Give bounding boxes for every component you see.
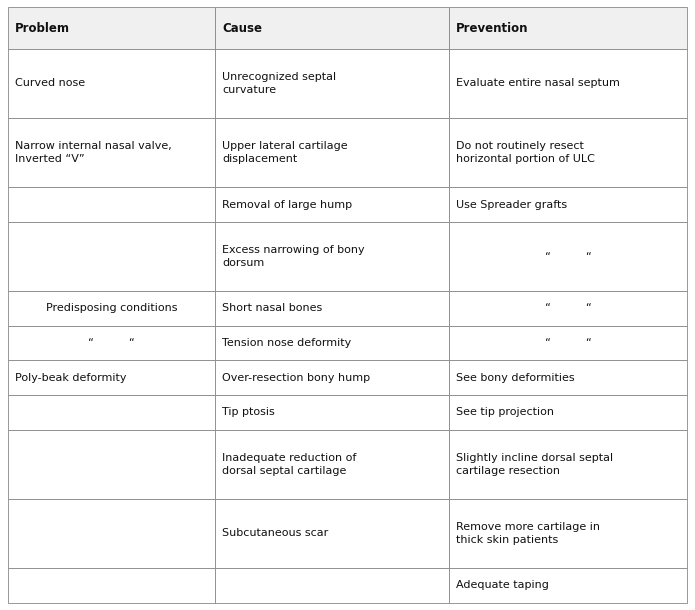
Text: See bony deformities: See bony deformities <box>456 373 575 382</box>
Text: “          “: “ “ <box>545 251 591 262</box>
Bar <box>8 326 215 361</box>
Text: Removal of large hump: Removal of large hump <box>222 199 352 210</box>
Bar <box>215 118 449 187</box>
Bar <box>8 7 215 49</box>
Text: Unrecognized septal
curvature: Unrecognized septal curvature <box>222 72 336 95</box>
Bar <box>8 291 215 326</box>
Bar <box>449 7 687 49</box>
Text: Poly-beak deformity: Poly-beak deformity <box>15 373 126 382</box>
Bar <box>8 49 215 118</box>
Bar <box>449 568 687 603</box>
Text: Evaluate entire nasal septum: Evaluate entire nasal septum <box>456 79 620 88</box>
Bar <box>215 499 449 568</box>
Text: Over-resection bony hump: Over-resection bony hump <box>222 373 370 382</box>
Bar <box>449 499 687 568</box>
Bar <box>449 326 687 361</box>
Bar <box>8 118 215 187</box>
Text: Tip ptosis: Tip ptosis <box>222 407 275 417</box>
Bar <box>215 222 449 291</box>
Bar <box>215 429 449 499</box>
Bar <box>449 291 687 326</box>
Bar <box>215 326 449 361</box>
Bar <box>449 187 687 222</box>
Bar <box>449 361 687 395</box>
Text: Adequate taping: Adequate taping <box>456 580 549 590</box>
Text: “          “: “ “ <box>545 338 591 348</box>
Text: Narrow internal nasal valve,
Inverted “V”: Narrow internal nasal valve, Inverted “V… <box>15 141 172 164</box>
Text: See tip projection: See tip projection <box>456 407 554 417</box>
Text: Curved nose: Curved nose <box>15 79 85 88</box>
Bar <box>8 395 215 429</box>
Text: Remove more cartilage in
thick skin patients: Remove more cartilage in thick skin pati… <box>456 522 600 545</box>
Bar <box>8 499 215 568</box>
Bar <box>215 568 449 603</box>
Bar <box>449 118 687 187</box>
Bar <box>449 429 687 499</box>
Bar <box>8 568 215 603</box>
Text: Problem: Problem <box>15 21 70 35</box>
Text: Tension nose deformity: Tension nose deformity <box>222 338 352 348</box>
Text: Cause: Cause <box>222 21 262 35</box>
Text: Upper lateral cartilage
displacement: Upper lateral cartilage displacement <box>222 141 348 164</box>
Bar <box>215 291 449 326</box>
Text: Prevention: Prevention <box>456 21 529 35</box>
Text: Inadequate reduction of
dorsal septal cartilage: Inadequate reduction of dorsal septal ca… <box>222 453 357 476</box>
Bar <box>449 222 687 291</box>
Text: “          “: “ “ <box>88 338 135 348</box>
Text: Predisposing conditions: Predisposing conditions <box>46 303 177 314</box>
Text: Use Spreader grafts: Use Spreader grafts <box>456 199 567 210</box>
Bar <box>8 429 215 499</box>
Text: Do not routinely resect
horizontal portion of ULC: Do not routinely resect horizontal porti… <box>456 141 595 164</box>
Text: “          “: “ “ <box>545 303 591 314</box>
Text: Slightly incline dorsal septal
cartilage resection: Slightly incline dorsal septal cartilage… <box>456 453 613 476</box>
Bar <box>215 187 449 222</box>
Bar <box>8 222 215 291</box>
Bar <box>215 49 449 118</box>
Bar <box>215 361 449 395</box>
Text: Subcutaneous scar: Subcutaneous scar <box>222 528 329 539</box>
Text: Excess narrowing of bony
dorsum: Excess narrowing of bony dorsum <box>222 245 365 268</box>
Bar <box>449 395 687 429</box>
Bar <box>215 7 449 49</box>
Bar <box>215 395 449 429</box>
Text: Short nasal bones: Short nasal bones <box>222 303 322 314</box>
Bar <box>449 49 687 118</box>
Bar <box>8 187 215 222</box>
Bar <box>8 361 215 395</box>
